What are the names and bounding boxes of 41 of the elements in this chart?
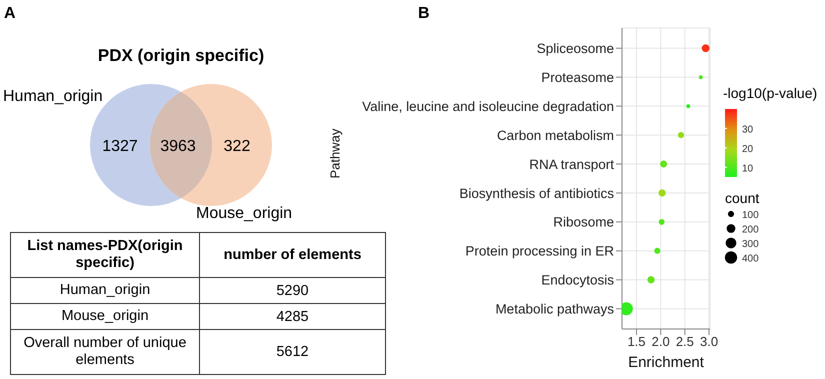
data-label: 4285: [200, 304, 386, 330]
y-tick-label: Endocytosis: [541, 272, 614, 288]
color-bar-label: 20: [742, 144, 754, 155]
category-label: Human_origin: [10, 278, 200, 304]
x-tick-label: 1.5: [627, 334, 646, 350]
x-tick-label: 2.0: [652, 334, 670, 350]
legend-label: 300: [742, 239, 760, 250]
text: List names-PDX(origin specific): [10, 232, 200, 278]
color-bar-label: 30: [742, 124, 754, 136]
legend-label: 100: [742, 210, 760, 221]
x-axis-title: Enrichment: [628, 354, 705, 371]
y-tick-label: Proteasome: [541, 70, 614, 85]
color-bar-label: 10: [742, 163, 754, 174]
y-tick-label: RNA transport: [529, 156, 614, 172]
data-label: 3963: [160, 138, 196, 155]
category-label: Mouse_origin: [10, 304, 200, 330]
x-tick-label: 2.5: [676, 334, 694, 350]
y-tick-label: Carbon metabolism: [496, 128, 614, 143]
y-tick-label: Spliceosome: [536, 41, 614, 56]
legend-label: 400: [742, 254, 760, 264]
data-label: 1327: [102, 138, 138, 155]
text: Mouse_origin: [196, 205, 292, 222]
y-tick-label: Ribosome: [553, 214, 614, 230]
legend-label: 200: [742, 224, 760, 236]
text: B: [418, 5, 430, 22]
y-tick-label: Metabolic pathways: [495, 302, 614, 317]
data-label: 5290: [200, 278, 386, 304]
legend-title: count: [725, 190, 760, 206]
y-tick-label: Biosynthesis of antibiotics: [459, 186, 614, 201]
y-axis-title: Pathway: [328, 128, 343, 178]
data-label: 5612: [200, 330, 386, 374]
text: number of elements: [200, 232, 386, 278]
y-tick-label: Protein processing in ER: [465, 244, 614, 259]
category-label: Overall number of unique elements: [10, 330, 200, 374]
text: Human_origin: [3, 88, 103, 105]
text: PDX (origin specific): [98, 46, 264, 65]
color-bar-title: -log10(p-value): [723, 85, 818, 101]
text: A: [4, 5, 16, 22]
data-label: 322: [224, 138, 250, 155]
x-tick-label: 3.0: [700, 334, 718, 350]
y-tick-label: Valine, leucine and isoleucine degradation: [362, 98, 614, 114]
